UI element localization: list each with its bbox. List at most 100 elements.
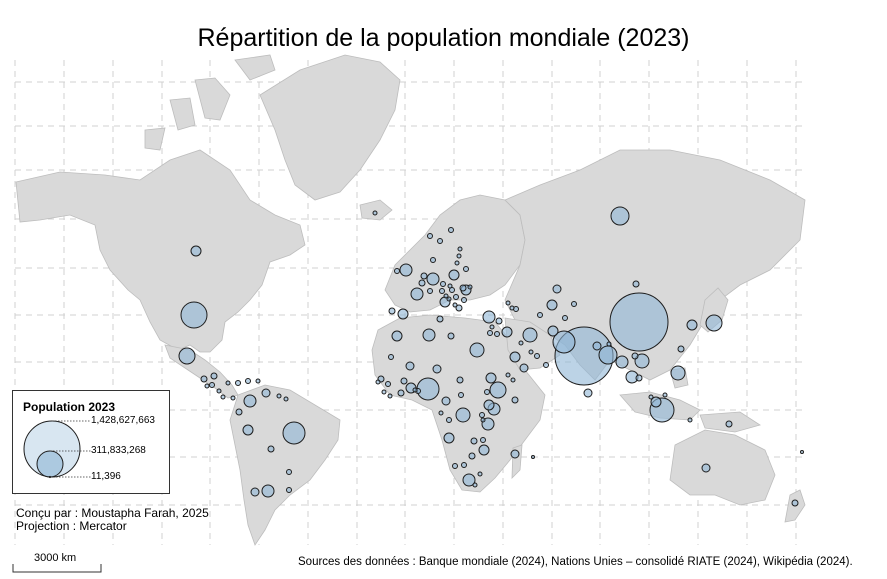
bubble-argentina xyxy=(261,484,275,498)
bubble-venezuela xyxy=(261,388,271,398)
bubble-lebanon xyxy=(489,324,495,330)
bubble-ecuador xyxy=(235,408,243,416)
bubble-botswana xyxy=(461,462,467,468)
bubble-albania xyxy=(452,302,458,308)
bubble-estonia xyxy=(457,246,463,252)
bubble-syria xyxy=(495,317,503,325)
bubble-eswatini xyxy=(477,471,483,477)
bubble-portugal xyxy=(388,307,396,315)
bubble-germany xyxy=(426,272,440,286)
bubble-netherlands xyxy=(420,272,428,280)
bubble-uk xyxy=(399,263,413,277)
bubble-australia xyxy=(701,463,711,473)
bubble-iraq xyxy=(501,326,513,338)
bubble-liberia xyxy=(387,393,393,399)
bubble-costa-rica xyxy=(220,394,226,400)
bubble-sudan xyxy=(485,372,497,384)
bubble-turkmenistan xyxy=(537,312,543,318)
bubble-lesotho xyxy=(472,482,478,488)
bubble-guatemala xyxy=(200,375,208,383)
bubble-gambia xyxy=(375,379,381,385)
bubble-burkina xyxy=(400,377,408,385)
bubble-myanmar xyxy=(615,355,629,369)
bubble-mozambique xyxy=(478,444,490,456)
bubble-zimbabwe xyxy=(468,452,476,460)
bubble-sweden xyxy=(437,238,443,244)
bubble-malaysia xyxy=(650,396,662,408)
bubble-south-africa xyxy=(462,473,476,487)
bubble-puerto-rico xyxy=(255,378,261,384)
bubble-latvia xyxy=(456,253,462,259)
bubble-qatar xyxy=(528,349,534,355)
bubble-uruguay xyxy=(286,487,292,493)
bubble-png xyxy=(725,420,733,428)
bubble-nigeria xyxy=(416,377,440,401)
bubble-guyana xyxy=(276,393,282,399)
bubble-suriname xyxy=(283,396,289,402)
bubble-ethiopia xyxy=(489,381,507,399)
bubble-tunisia xyxy=(436,315,444,323)
bubble-el-salvador xyxy=(204,383,210,389)
bubble-brunei xyxy=(662,392,668,398)
bubble-gabon xyxy=(438,410,444,416)
legend-circle-medium xyxy=(36,450,64,478)
bubble-georgia xyxy=(505,300,511,306)
bubble-zambia xyxy=(470,437,478,445)
bubble-taiwan xyxy=(677,345,685,353)
bubble-iceland xyxy=(372,210,378,216)
bubble-angola xyxy=(443,432,455,444)
bubble-fiji xyxy=(800,450,804,454)
bubble-kuwait xyxy=(518,340,524,346)
bubble-france xyxy=(410,287,424,301)
bubble-mexico xyxy=(178,347,196,365)
bubble-kazakhstan xyxy=(552,284,562,294)
bubble-burundi xyxy=(480,417,486,423)
bubble-bolivia xyxy=(267,445,275,453)
bubble-norway xyxy=(427,233,433,239)
bubble-belarus xyxy=(463,266,469,272)
land-south-america xyxy=(229,384,341,546)
bubble-chile xyxy=(250,487,260,497)
bubble-bosnia xyxy=(446,296,452,302)
bubble-paraguay xyxy=(286,469,292,475)
bubble-sri-lanka xyxy=(583,388,593,398)
bubble-panama xyxy=(230,395,236,401)
bubble-drc xyxy=(455,407,471,423)
bubble-turkey xyxy=(482,310,496,324)
land-central-america xyxy=(164,344,239,399)
legend-value-small: 11,396 xyxy=(91,471,121,482)
bubble-chad xyxy=(456,376,464,384)
legend-circles xyxy=(23,420,91,479)
bubble-tajikistan xyxy=(562,315,568,321)
bubble-mauritius xyxy=(531,455,535,459)
bubble-libya xyxy=(447,332,455,340)
land-arctic-islands xyxy=(144,54,276,151)
bubble-poland xyxy=(448,269,460,281)
bubble-somalia xyxy=(511,396,519,404)
legend: Population 2023 1,428,627,663 311,833,26… xyxy=(12,390,170,494)
bubble-mauritania xyxy=(388,354,394,360)
bubble-armenia xyxy=(509,305,515,311)
bubble-china xyxy=(609,292,669,352)
bubble-jamaica xyxy=(225,380,231,386)
bubble-philippines xyxy=(670,365,686,381)
bubble-namibia xyxy=(452,463,458,469)
bubble-togo xyxy=(412,387,418,393)
bubble-malawi xyxy=(480,437,486,443)
bubble-jordan xyxy=(494,331,500,337)
bubble-croatia xyxy=(443,293,449,299)
bubble-yemen xyxy=(519,363,529,373)
bubble-ivory-coast xyxy=(397,389,405,397)
bubble-kyrgyz xyxy=(571,301,577,307)
bubble-laos xyxy=(631,352,639,360)
bubble-dominican xyxy=(245,378,251,384)
land-australia xyxy=(669,429,776,506)
bubble-usa xyxy=(180,301,208,329)
bubble-korea xyxy=(686,319,698,331)
bubble-rwanda xyxy=(479,412,485,418)
bubble-saudi xyxy=(509,351,521,363)
bubble-uzbekistan xyxy=(546,299,558,311)
bubble-madagascar xyxy=(510,449,520,459)
bubble-israel xyxy=(487,330,493,336)
bubble-pakistan xyxy=(552,330,576,354)
